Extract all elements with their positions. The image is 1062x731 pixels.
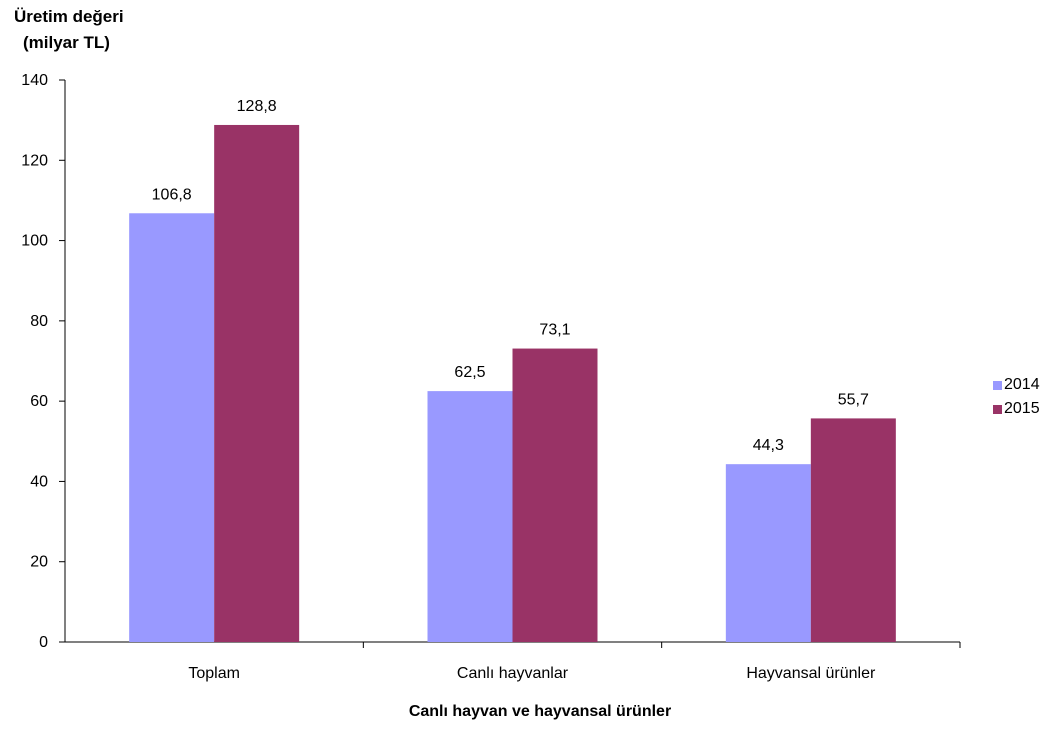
bar-2014 — [725, 464, 811, 642]
y-tick-label: 0 — [39, 634, 48, 651]
bar-2015 — [512, 348, 598, 642]
y-axis-title-line1: Üretim değeri — [14, 7, 124, 26]
data-label: 106,8 — [152, 186, 192, 203]
legend-swatch-2014 — [993, 380, 1002, 390]
y-tick-label: 140 — [21, 72, 48, 89]
data-label: 55,7 — [838, 391, 869, 408]
x-axis-title-text: Canlı hayvan ve hayvansal ürünler — [408, 703, 672, 720]
data-label: 128,8 — [237, 98, 277, 115]
x-tick-label: Hayvansal ürünler — [746, 665, 876, 682]
x-axis-title: Canlı hayvan ve hayvansal ürünler — [0, 703, 1062, 721]
y-tick-label: 20 — [30, 554, 48, 571]
legend-label-2015: 2015 — [1004, 400, 1040, 417]
bar-2015 — [810, 418, 896, 642]
bar-2015 — [214, 124, 300, 642]
y-tick-label: 100 — [21, 233, 48, 250]
legend: 2014 2015 — [993, 373, 1040, 421]
y-tick-label: 120 — [21, 152, 48, 169]
x-tick-label: Toplam — [188, 665, 240, 682]
legend-item-2015: 2015 — [993, 397, 1040, 421]
data-label: 62,5 — [454, 364, 485, 381]
legend-swatch-2015 — [993, 404, 1002, 414]
y-tick-label: 40 — [30, 473, 48, 490]
legend-item-2014: 2014 — [993, 373, 1040, 397]
data-label: 73,1 — [539, 322, 570, 339]
y-axis-title: Üretim değeri (milyar TL) — [14, 4, 124, 56]
data-label: 44,3 — [753, 437, 784, 454]
bar-2014 — [427, 391, 513, 642]
bar-2014 — [129, 213, 215, 642]
x-tick-label: Canlı hayvanlar — [457, 665, 569, 682]
y-tick-label: 60 — [30, 393, 48, 410]
y-axis-title-line2: (milyar TL) — [23, 33, 110, 52]
y-tick-label: 80 — [30, 313, 48, 330]
legend-label-2014: 2014 — [1004, 376, 1040, 393]
